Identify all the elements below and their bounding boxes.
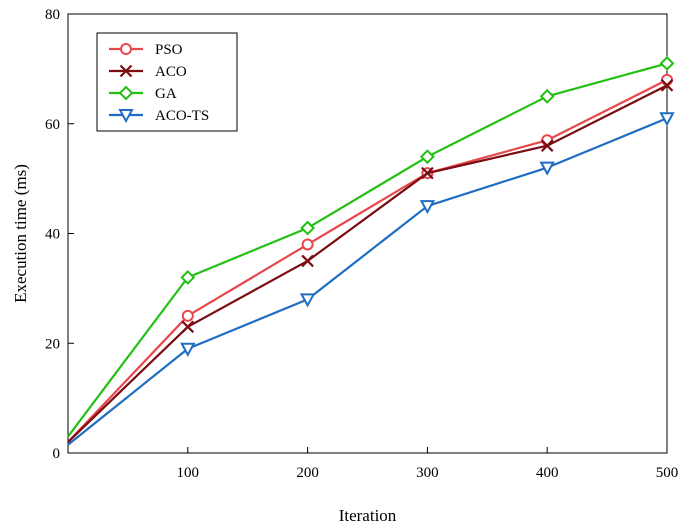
data-point-ga bbox=[659, 55, 675, 71]
legend-item-pso: PSO bbox=[109, 42, 183, 58]
data-point-aco-ts bbox=[659, 112, 675, 127]
data-point-aco-ts bbox=[419, 200, 436, 215]
series-line-aco bbox=[67, 84, 668, 443]
legend-item-aco: ACO bbox=[109, 64, 187, 80]
data-point-aco bbox=[660, 79, 674, 92]
data-point-aco-ts bbox=[539, 161, 555, 176]
series-aco-ts bbox=[67, 112, 675, 446]
series-aco bbox=[67, 79, 674, 443]
legend-item-ga: GA bbox=[109, 85, 177, 102]
data-point-aco-ts bbox=[180, 342, 196, 357]
legend-marker-ga bbox=[118, 85, 134, 101]
data-point-ga bbox=[300, 220, 316, 236]
x-tick-label: 200 bbox=[296, 465, 319, 481]
legend-item-aco-ts: ACO-TS bbox=[109, 108, 209, 124]
data-point-aco bbox=[181, 320, 195, 334]
legend: PSO ACO GA ACO-TS bbox=[96, 32, 238, 132]
y-tick-label: 20 bbox=[45, 336, 60, 352]
data-point-pso bbox=[181, 309, 194, 322]
legend-marker-aco bbox=[119, 64, 133, 78]
data-point-aco bbox=[421, 166, 434, 180]
y-tick-label: 60 bbox=[45, 117, 60, 133]
x-axis-label: Iteration bbox=[339, 506, 397, 525]
legend-label-aco: ACO bbox=[155, 64, 187, 80]
y-tick-label: 40 bbox=[45, 227, 60, 243]
series-ga bbox=[67, 55, 675, 438]
data-point-aco-ts bbox=[299, 293, 316, 308]
legend-label-ga: GA bbox=[155, 86, 177, 102]
legend-marker-pso bbox=[120, 43, 132, 55]
legend-marker-aco-ts bbox=[118, 109, 134, 124]
series-line-aco-ts bbox=[67, 117, 668, 446]
series-line-ga bbox=[67, 62, 668, 438]
y-axis-label: Execution time (ms) bbox=[11, 164, 30, 303]
series-layer bbox=[67, 55, 675, 446]
legend-label-pso: PSO bbox=[155, 42, 183, 58]
data-point-ga bbox=[419, 149, 435, 165]
data-point-aco bbox=[301, 254, 314, 268]
y-tick-label: 0 bbox=[53, 446, 61, 462]
data-point-aco bbox=[540, 139, 554, 152]
x-tick-label: 300 bbox=[416, 465, 439, 481]
data-point-ga bbox=[180, 269, 196, 285]
axes: 0 20 40 60 80 100 200 300 400 500 bbox=[45, 7, 678, 481]
legend-label-aco-ts: ACO-TS bbox=[155, 108, 209, 124]
x-tick-label: 100 bbox=[177, 465, 200, 481]
x-tick-label: 400 bbox=[536, 465, 559, 481]
y-tick-label: 80 bbox=[45, 7, 60, 23]
series-line-pso bbox=[67, 78, 668, 443]
x-tick-label: 500 bbox=[656, 465, 679, 481]
data-point-pso bbox=[301, 238, 314, 251]
data-point-ga bbox=[539, 88, 555, 104]
